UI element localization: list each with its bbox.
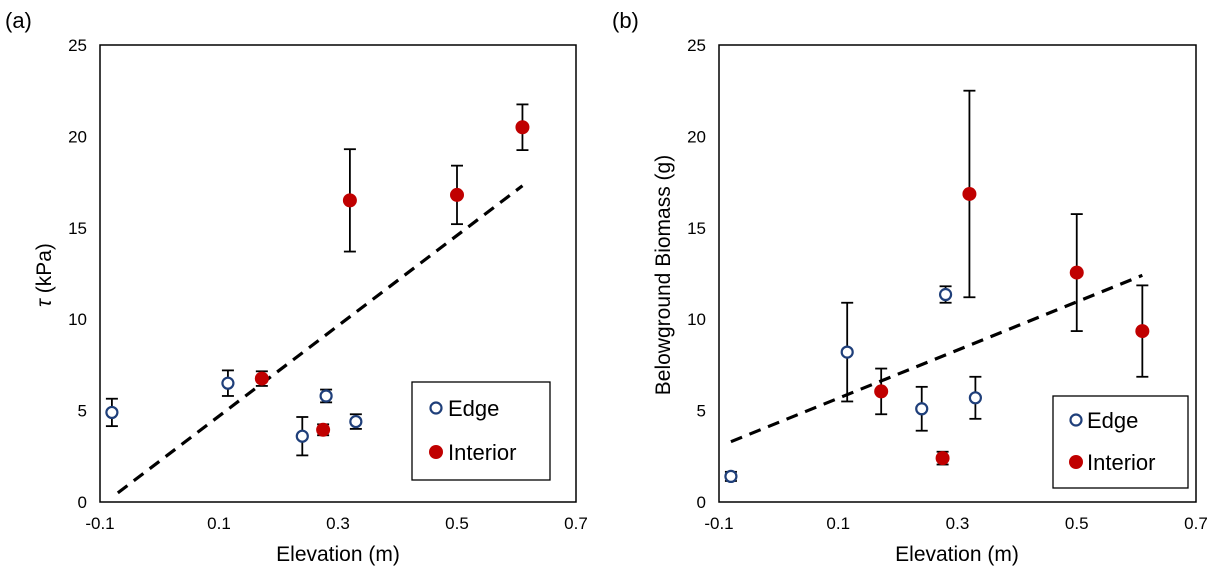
x-tick-label: 0.3 bbox=[946, 514, 970, 533]
legend-edge-marker-a bbox=[429, 401, 443, 415]
y-tick-label: 20 bbox=[68, 127, 87, 146]
x-axis-title-a: Elevation (m) bbox=[276, 543, 400, 566]
edge-point bbox=[915, 402, 929, 416]
edge-point bbox=[840, 345, 854, 359]
y-axis-title-b: Belowground Biomass (g) bbox=[652, 155, 675, 395]
edge-point bbox=[319, 389, 333, 403]
y-tick-label: 25 bbox=[687, 36, 706, 55]
interior-point bbox=[450, 187, 464, 202]
plot-frame-a bbox=[99, 44, 577, 503]
interior-point bbox=[874, 384, 889, 399]
y-axis-symbol-a: τ bbox=[33, 298, 56, 307]
edge-point bbox=[349, 414, 363, 429]
interior-point bbox=[1135, 324, 1150, 339]
legend-interior-marker-b bbox=[1069, 455, 1083, 469]
plot-area-a: -0.1 0.1 0.3 0.5 0.7 0 5 10 15 20 25 bbox=[68, 36, 588, 533]
legend-box-a bbox=[411, 381, 551, 481]
edge-point bbox=[724, 469, 738, 484]
edge-point bbox=[968, 391, 982, 405]
legend-b: Edge Interior bbox=[1052, 395, 1189, 489]
interior-point bbox=[935, 451, 950, 466]
y-tick-label: 20 bbox=[687, 127, 706, 146]
edge-point bbox=[938, 287, 953, 302]
panel-label-a: (a) bbox=[5, 8, 32, 33]
edge-point bbox=[295, 429, 309, 443]
y-tick-label: 0 bbox=[78, 493, 87, 512]
interior-point bbox=[515, 120, 530, 135]
panel-b: (b) Belowground Biomass (g) Elevation (m… bbox=[612, 8, 1208, 566]
y-tick-label: 15 bbox=[687, 219, 706, 238]
trendline bbox=[730, 273, 1143, 444]
x-tick-label: -0.1 bbox=[85, 514, 114, 533]
x-tick-label: 0.5 bbox=[445, 514, 469, 533]
interior-point bbox=[962, 186, 977, 201]
trendline bbox=[116, 184, 524, 495]
legend-interior-marker-a bbox=[429, 445, 443, 459]
y-axis-unit-a: (kPa) bbox=[33, 243, 56, 299]
x-tick-label: 0.7 bbox=[1184, 514, 1208, 533]
panel-label-b: (b) bbox=[612, 8, 639, 33]
edge-point bbox=[221, 376, 235, 390]
legend-edge-marker-b bbox=[1069, 413, 1083, 427]
x-tick-label: 0.5 bbox=[1065, 514, 1089, 533]
y-tick-label: 10 bbox=[687, 310, 706, 329]
interior-point bbox=[316, 422, 331, 437]
legend-box-b bbox=[1052, 395, 1189, 489]
x-tick-label: 0.1 bbox=[826, 514, 850, 533]
x-tick-label: 0.7 bbox=[564, 514, 588, 533]
legend-a: Edge Interior bbox=[411, 381, 551, 481]
x-tick-label: -0.1 bbox=[704, 514, 733, 533]
y-tick-label: 10 bbox=[68, 310, 87, 329]
y-tick-label: 0 bbox=[697, 493, 706, 512]
y-tick-label: 15 bbox=[68, 219, 87, 238]
legend-interior-label-b: Interior bbox=[1087, 450, 1155, 475]
y-tick-label: 25 bbox=[68, 36, 87, 55]
interior-point bbox=[342, 193, 357, 208]
y-tick-label: 5 bbox=[697, 402, 706, 421]
panel-a: (a) τ (kPa) Elevation (m) -0.1 0.1 0.3 0.5 0… bbox=[5, 8, 588, 566]
x-tick-label: 0.1 bbox=[207, 514, 231, 533]
interior-point bbox=[254, 371, 269, 386]
plot-area-b: -0.1 0.1 0.3 0.5 0.7 0 5 10 15 20 25 bbox=[687, 36, 1208, 533]
interior-point bbox=[1069, 265, 1084, 280]
legend-edge-label-b: Edge bbox=[1087, 408, 1138, 433]
legend-interior-label-a: Interior bbox=[448, 440, 516, 465]
x-tick-label: 0.3 bbox=[326, 514, 350, 533]
y-tick-label: 5 bbox=[78, 402, 87, 421]
plot-frame-b bbox=[718, 44, 1197, 503]
y-axis-title-a: τ (kPa) bbox=[33, 243, 56, 307]
x-axis-title-b: Elevation (m) bbox=[895, 543, 1019, 566]
edge-point bbox=[105, 405, 119, 420]
legend-edge-label-a: Edge bbox=[448, 396, 499, 421]
